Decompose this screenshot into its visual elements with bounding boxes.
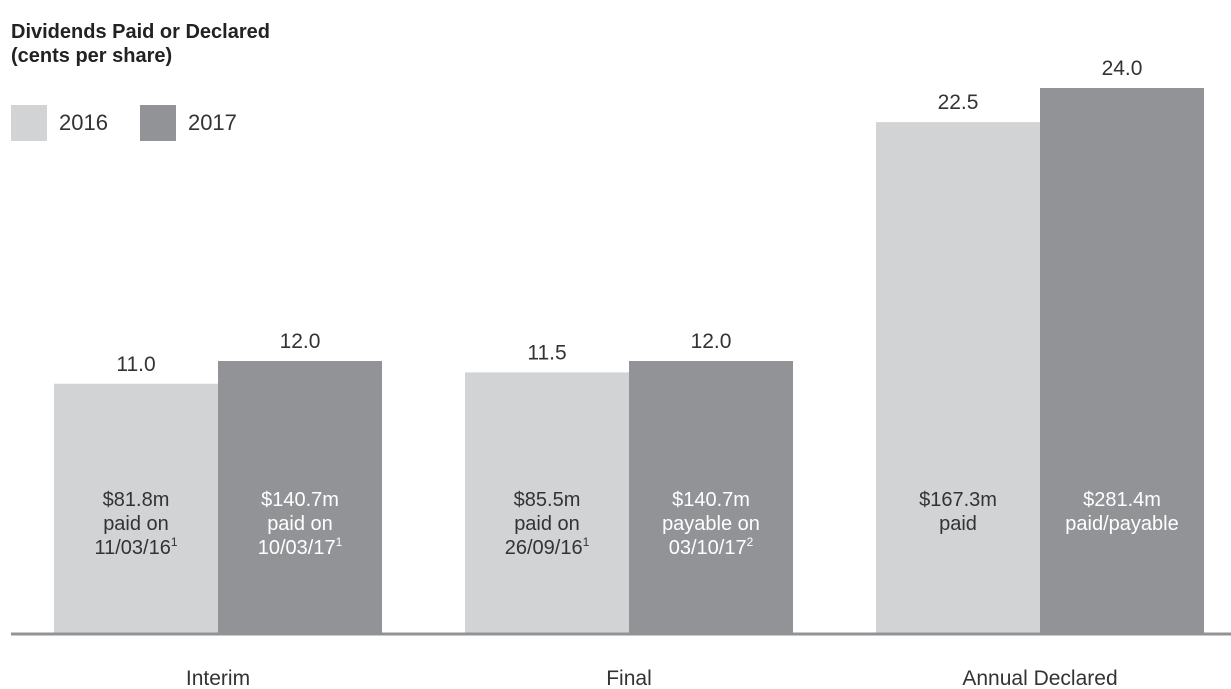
bar-annotation-2017-annual-declared-1: paid/payable: [1065, 513, 1178, 535]
bar-2017-interim: [218, 361, 382, 634]
bar-annotation-2017-final-2: 03/10/172: [669, 535, 754, 559]
bar-annotation-2016-interim-0: $81.8m: [103, 489, 170, 511]
bar-annotation-2017-interim-1: paid on: [267, 513, 333, 535]
bar-annotation-2016-annual-declared-0: $167.3m: [919, 489, 997, 511]
footnote-marker: 1: [583, 535, 590, 549]
value-label-2016-interim: 11.0: [116, 353, 155, 376]
footnote-marker: 2: [747, 535, 754, 549]
title-line-1: Dividends Paid or Declared: [11, 21, 270, 43]
bar-annotation-2017-annual-declared-0: $281.4m: [1083, 489, 1161, 511]
value-label-2017-interim: 12.0: [280, 330, 321, 353]
title-line-2: (cents per share): [11, 45, 173, 67]
legend-item-2017: 2017: [139, 105, 237, 141]
value-label-2016-annual-declared: 22.5: [938, 91, 979, 114]
legend: 2016 2017: [11, 105, 269, 141]
bar-annotation-2017-interim-0: $140.7m: [261, 489, 339, 511]
legend-label-2017: 2017: [187, 110, 237, 135]
footnote-marker: 1: [336, 535, 343, 549]
legend-swatch-2016: [11, 105, 47, 141]
category-label-interim: Interim: [186, 667, 250, 689]
value-label-2016-final: 11.5: [527, 341, 566, 364]
bar-annotation-2016-interim-1: paid on: [103, 513, 169, 535]
chart-title: Dividends Paid or Declared (cents per sh…: [11, 20, 270, 68]
bar-2016-final: [465, 372, 629, 634]
bar-annotation-2016-annual-declared-1: paid: [939, 513, 977, 535]
bar-2017-annual-declared: [1040, 88, 1204, 634]
bar-annotation-2016-final-2: 26/09/161: [505, 535, 590, 559]
category-label-annual-declared: Annual Declared: [962, 667, 1117, 689]
bar-2016-annual-declared: [876, 122, 1040, 634]
bar-2016-interim: [54, 383, 218, 634]
bar-annotation-2017-final-1: payable on: [662, 513, 760, 535]
bar-annotation-2016-final-1: paid on: [514, 513, 580, 535]
bar-2017-final: [629, 361, 793, 634]
category-label-final: Final: [606, 667, 652, 689]
bar-annotation-2017-interim-2: 10/03/171: [258, 535, 343, 559]
value-label-2017-annual-declared: 24.0: [1102, 57, 1143, 80]
footnote-marker: 1: [171, 535, 178, 549]
legend-swatch-2017: [139, 105, 176, 141]
legend-item-2016: 2016: [11, 105, 108, 141]
bar-annotation-2016-interim-2: 11/03/161: [94, 535, 177, 559]
value-label-2017-final: 12.0: [691, 330, 732, 353]
legend-label-2016: 2016: [59, 110, 108, 135]
bar-annotation-2016-final-0: $85.5m: [514, 489, 581, 511]
bar-annotation-2017-final-0: $140.7m: [672, 489, 750, 511]
